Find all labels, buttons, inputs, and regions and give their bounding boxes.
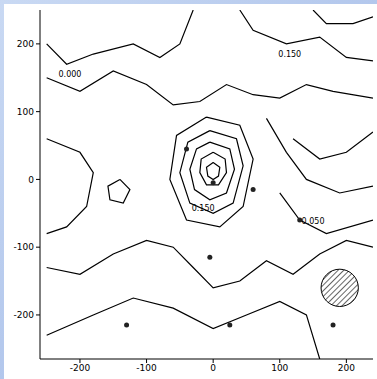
- svg-text:0: 0: [28, 175, 34, 185]
- svg-text:-100: -100: [14, 242, 35, 252]
- svg-text:-200: -200: [14, 310, 35, 320]
- svg-text:100: 100: [271, 363, 288, 373]
- svg-text:0.150: 0.150: [192, 204, 215, 213]
- svg-text:100: 100: [17, 107, 34, 117]
- svg-text:0: 0: [210, 363, 216, 373]
- svg-text:0.000: 0.000: [59, 70, 82, 79]
- svg-text:200: 200: [338, 363, 355, 373]
- svg-text:0.150: 0.150: [278, 50, 301, 59]
- svg-text:200: 200: [17, 39, 34, 49]
- svg-text:-200: -200: [70, 363, 91, 373]
- svg-text:-100: -100: [136, 363, 157, 373]
- svg-text:0.050: 0.050: [302, 217, 325, 226]
